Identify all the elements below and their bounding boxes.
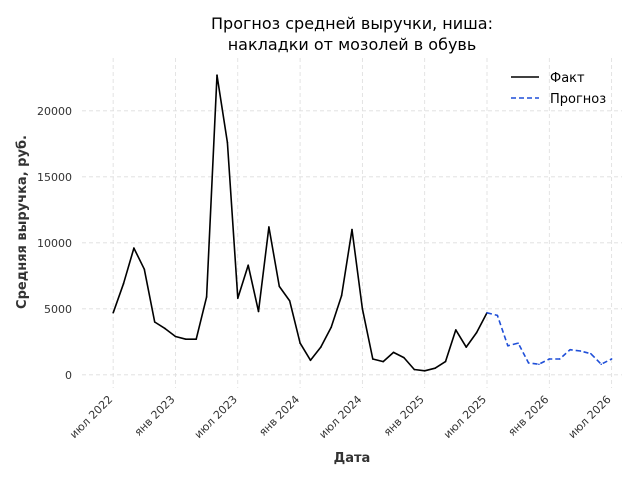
data-point-fact [185,338,187,340]
data-point-fact [122,282,125,285]
chart-title-line1: Прогноз средней выручки, ниша: [211,14,493,33]
data-point-forecast [538,363,540,366]
data-point-forecast [517,342,519,344]
data-point-fact [455,329,457,331]
data-point-forecast [579,350,582,352]
legend: Факт Прогноз [511,71,606,107]
data-point-fact [392,351,395,354]
data-point-forecast [610,358,613,360]
x-tick-label: июл 2026 [566,393,614,441]
data-point-fact [247,264,249,267]
data-point-fact [174,335,177,338]
data-point-fact [236,297,239,300]
data-point-fact [371,358,374,360]
data-point-fact [226,141,229,144]
legend-label-forecast: Прогноз [550,92,606,107]
x-tick-label: янв 2025 [381,393,427,439]
data-point-fact [216,74,218,76]
x-tick-label: июл 2025 [441,393,489,441]
legend-label-fact: Факт [550,71,585,86]
series-layer [112,74,613,372]
data-point-fact [133,247,135,249]
data-point-forecast [569,348,571,351]
chart-title-line2: накладки от мозолей в обувь [228,35,477,54]
data-point-forecast [590,352,592,355]
data-point-fact [330,326,333,329]
tick-layer: 0 5000 10000 15000 20000 июл 2022 янв 2023 июл … [37,105,614,441]
data-point-fact [143,268,146,271]
data-point-fact [153,321,156,323]
data-point-fact [465,346,468,348]
data-point-fact [382,360,384,363]
data-point-fact [423,370,426,372]
y-tick-label: 5000 [44,303,72,316]
data-point-fact [278,285,281,288]
y-tick-label: 0 [65,369,72,382]
data-point-fact [320,346,322,348]
y-tick-label: 15000 [37,171,72,184]
y-tick-label: 10000 [37,237,72,250]
data-point-fact [403,356,405,359]
x-tick-label: янв 2024 [256,393,302,439]
data-point-fact [205,296,208,298]
x-tick-label: июл 2023 [192,393,240,441]
data-point-fact [257,310,260,313]
x-tick-label: июл 2022 [67,393,115,441]
data-point-fact [340,294,343,297]
data-point-forecast [548,358,551,360]
data-point-fact [475,331,478,334]
data-point-fact [434,367,436,370]
data-point-forecast [600,363,603,366]
data-point-fact [361,308,364,310]
data-point-fact [351,228,353,231]
data-point-forecast [558,358,561,360]
data-point-forecast [486,311,488,314]
x-axis-label: Дата [334,451,371,466]
data-point-forecast [496,314,499,317]
data-point-fact [268,226,270,228]
data-point-fact [444,360,447,363]
grid-layer [82,58,622,388]
data-point-fact [299,342,301,344]
data-point-fact [288,300,291,302]
y-axis-label: Средняя выручка, руб. [15,135,30,309]
data-point-forecast [527,362,530,364]
x-tick-label: июл 2024 [316,393,364,441]
x-tick-label: янв 2026 [506,393,552,439]
y-tick-label: 20000 [37,105,72,118]
data-point-fact [195,338,198,340]
x-tick-label: янв 2023 [132,393,178,439]
data-point-forecast [506,344,509,347]
data-point-fact [309,359,312,362]
data-point-fact [112,311,114,314]
data-point-fact [413,368,416,371]
data-point-fact [164,327,166,330]
